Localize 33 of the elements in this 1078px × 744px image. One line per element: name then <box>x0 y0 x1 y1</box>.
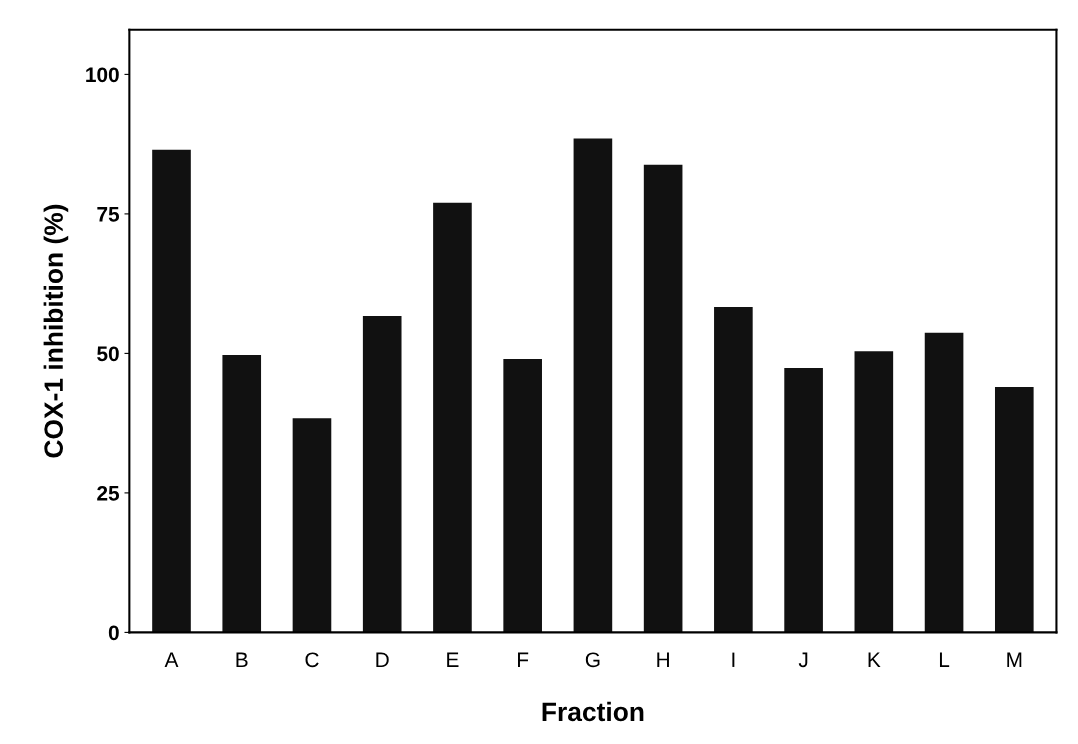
x-tick-label: L <box>939 652 950 667</box>
bar <box>643 164 683 633</box>
y-tick-label: 50 <box>97 346 119 362</box>
bar <box>924 332 964 633</box>
x-axis-title: Fraction <box>542 701 644 722</box>
x-tick-label: A <box>164 652 179 667</box>
x-tick-label: K <box>868 652 881 667</box>
y-tick-label: 0 <box>108 625 119 641</box>
y-tick-label: 75 <box>97 207 120 222</box>
x-tick-label: H <box>657 652 669 667</box>
bar <box>573 138 613 633</box>
y-axis-title: COX-1 inhibition (%) <box>43 204 69 458</box>
bar <box>222 355 262 633</box>
x-tick-label: J <box>798 652 808 668</box>
x-tick-label: G <box>585 652 600 668</box>
bar <box>714 307 753 633</box>
x-tick-label: D <box>376 652 389 667</box>
x-tick-label: M <box>1007 652 1022 667</box>
bar <box>433 202 472 633</box>
x-tick-label: B <box>236 652 248 667</box>
y-tick-label: 100 <box>86 67 119 83</box>
bar <box>362 316 402 633</box>
bar <box>152 149 191 633</box>
bar <box>994 386 1034 633</box>
x-tick-label: I <box>732 652 735 667</box>
x-tick-label: E <box>447 652 459 667</box>
bar <box>503 358 542 633</box>
x-tick-label: F <box>518 652 529 667</box>
bar <box>854 351 894 633</box>
bar <box>292 418 332 633</box>
y-tick-label: 25 <box>97 485 120 501</box>
x-tick-label: C <box>305 652 319 668</box>
bar <box>784 367 823 633</box>
